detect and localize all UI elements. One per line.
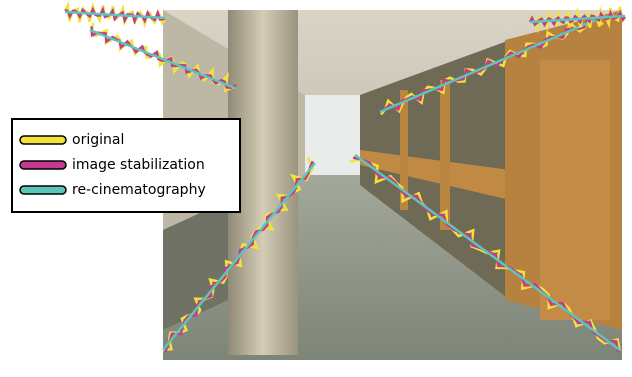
legend-swatch	[20, 136, 66, 144]
legend-label: original	[72, 132, 124, 148]
figure: original image stabilization re-cinematogr…	[0, 0, 632, 377]
legend-label: image stabilization	[72, 157, 205, 173]
legend-label: re-cinematography	[72, 182, 206, 198]
legend-swatch	[20, 161, 66, 169]
legend-swatch	[20, 186, 66, 194]
legend: original image stabilization re-cinematogr…	[12, 119, 240, 212]
